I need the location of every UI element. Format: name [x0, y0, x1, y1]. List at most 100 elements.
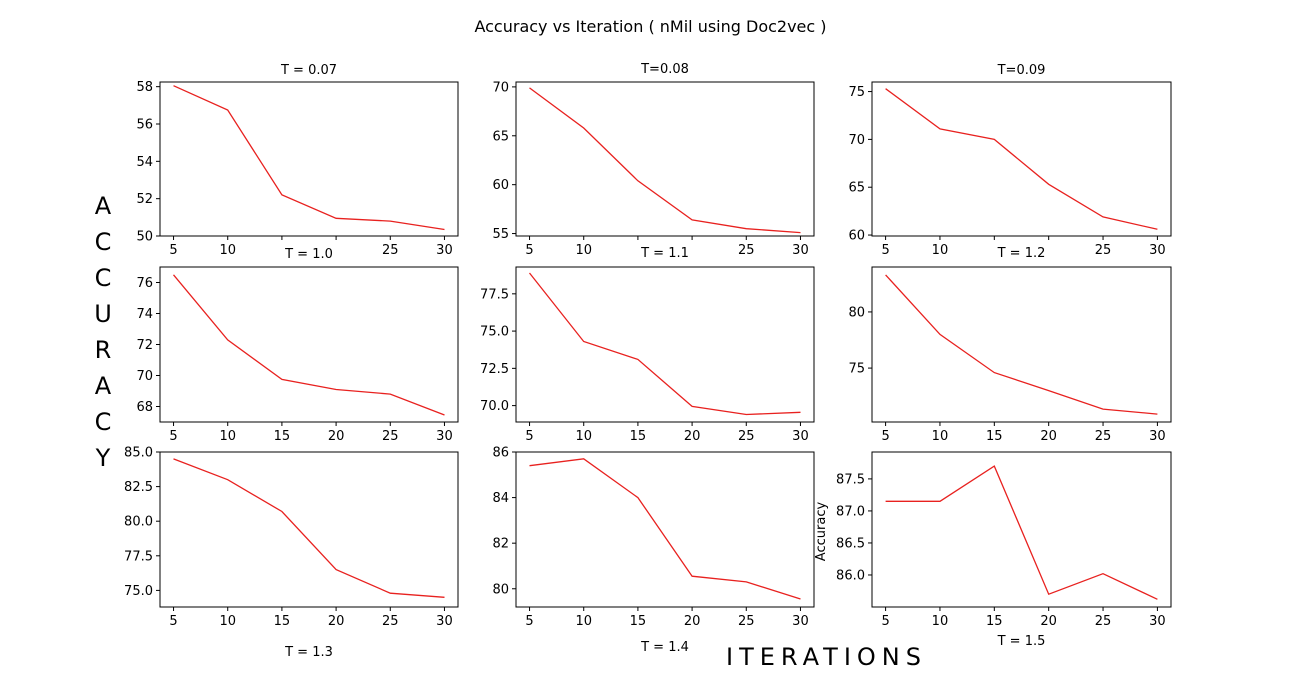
x-tick-label: 5 — [881, 243, 889, 258]
plot-frame — [159, 451, 459, 608]
y-tick-label: 80 — [848, 305, 865, 320]
subplot-title: T = 0.07 — [280, 63, 337, 78]
y-tick-label: 75 — [848, 85, 865, 100]
plot-frame — [515, 266, 815, 423]
y-tick-label: 52 — [136, 192, 153, 207]
series-line — [173, 85, 445, 231]
side-label-letter: Y — [95, 444, 111, 472]
y-tick-label: 70 — [848, 133, 865, 148]
y-axis-label: Accuracy — [814, 502, 829, 562]
y-tick-label: 77.5 — [480, 287, 509, 302]
y-tick-label: 85.0 — [124, 446, 153, 461]
x-tick-label: 10 — [219, 243, 236, 258]
side-label-letter: A — [94, 372, 112, 400]
y-tick-label: 72.5 — [480, 362, 509, 377]
y-tick-label: 77.5 — [124, 549, 153, 564]
y-tick-label: 70.0 — [480, 399, 509, 414]
y-tick-label: 82 — [492, 537, 509, 552]
y-tick-label: 58 — [136, 80, 153, 95]
subplot-title: T = 1.3 — [284, 645, 333, 660]
x-tick-label: 30 — [792, 429, 809, 444]
x-tick-label: 25 — [1095, 429, 1112, 444]
y-tick-label: 80.0 — [124, 515, 153, 530]
x-tick-label: 30 — [792, 614, 809, 629]
plot-frame — [515, 451, 815, 608]
side-label-letter: C — [94, 264, 112, 292]
x-tick-label: 10 — [932, 614, 949, 629]
x-tick-label: 20 — [1040, 429, 1057, 444]
figure-title: Accuracy vs Iteration ( nMil using Doc2v… — [474, 17, 827, 36]
series-line — [173, 458, 445, 598]
subplot-title: T=0.09 — [997, 63, 1046, 78]
x-tick-label: 25 — [1095, 243, 1112, 258]
subplot-title: T = 1.5 — [997, 634, 1046, 649]
x-tick-label: 10 — [932, 243, 949, 258]
plot-frame — [159, 266, 459, 423]
y-tick-label: 86 — [492, 446, 509, 461]
y-tick-label: 60 — [492, 178, 509, 193]
x-tick-label: 10 — [575, 243, 592, 258]
y-tick-label: 74 — [136, 307, 153, 322]
side-label-letter: A — [94, 192, 112, 220]
x-tick-label: 30 — [436, 429, 453, 444]
y-tick-label: 70 — [136, 369, 153, 384]
y-tick-label: 75.0 — [124, 584, 153, 599]
subplot-9: 5 10 15 20 25 30 86.0 86.5 87.0 87.5 T = 1.5 Accura… — [814, 451, 1172, 649]
series-line — [173, 274, 445, 416]
y-tick-label: 65 — [848, 181, 865, 196]
x-tick-label: 5 — [169, 429, 177, 444]
y-tick-label: 56 — [136, 118, 153, 133]
y-tick-label: 84 — [492, 491, 509, 506]
series-line — [885, 465, 1158, 600]
y-tick-label: 68 — [136, 400, 153, 415]
subplot-6: 5 10 15 20 25 30 75 80 T = 1.2 — [848, 246, 1172, 444]
x-tick-label: 5 — [525, 614, 533, 629]
x-tick-label: 5 — [525, 429, 533, 444]
x-tick-label: 30 — [792, 243, 809, 258]
y-tick-label: 86.5 — [836, 536, 865, 551]
subplot-2: 5 10 25 30 55 60 65 70 T=0.08 — [492, 62, 815, 258]
x-tick-label: 10 — [575, 429, 592, 444]
y-tick-label: 87.5 — [836, 472, 865, 487]
x-tick-label: 25 — [738, 614, 755, 629]
series-line — [528, 272, 801, 416]
y-tick-label: 72 — [136, 338, 153, 353]
y-tick-label: 76 — [136, 276, 153, 291]
x-tick-label: 25 — [738, 429, 755, 444]
x-tick-label: 5 — [525, 243, 533, 258]
x-tick-label: 5 — [169, 614, 177, 629]
x-tick-label: 25 — [738, 243, 755, 258]
x-tick-label: 20 — [328, 614, 345, 629]
subplot-1: 5 10 25 30 50 52 54 56 58 T = 0.07 — [136, 63, 459, 258]
y-tick-label: 65 — [492, 129, 509, 144]
subplot-title: T = 1.4 — [640, 640, 689, 655]
side-label-letter: R — [94, 336, 112, 364]
x-tick-label: 30 — [436, 243, 453, 258]
plot-frame — [159, 81, 459, 237]
x-tick-label: 10 — [932, 429, 949, 444]
x-tick-label: 5 — [881, 429, 889, 444]
y-tick-label: 82.5 — [124, 480, 153, 495]
x-tick-label: 5 — [169, 243, 177, 258]
x-tick-label: 30 — [1149, 243, 1166, 258]
y-tick-label: 55 — [492, 227, 509, 242]
side-label-letter: C — [94, 408, 112, 436]
plot-frame — [871, 451, 1172, 608]
plot-frame — [871, 81, 1172, 237]
subplot-5: 5 10 15 20 25 30 70.0 72.5 75.0 77.5 T = 1.1 — [480, 246, 815, 444]
series-line — [885, 88, 1158, 230]
subplot-7: 5 10 15 20 25 30 75.0 77.5 80.0 82.5 85.0 T = 1.3 — [124, 446, 459, 660]
x-tick-label: 20 — [328, 429, 345, 444]
x-tick-label: 10 — [219, 429, 236, 444]
x-tick-label: 30 — [1149, 429, 1166, 444]
x-tick-label: 15 — [986, 429, 1003, 444]
series-line — [529, 87, 801, 234]
x-tick-label: 10 — [219, 614, 236, 629]
x-tick-label: 20 — [684, 429, 701, 444]
subplot-3: 5 10 25 30 60 65 70 75 T=0.09 — [848, 63, 1172, 258]
side-label-letter: C — [94, 228, 112, 256]
x-tick-label: 15 — [274, 429, 291, 444]
series-line — [529, 458, 801, 600]
